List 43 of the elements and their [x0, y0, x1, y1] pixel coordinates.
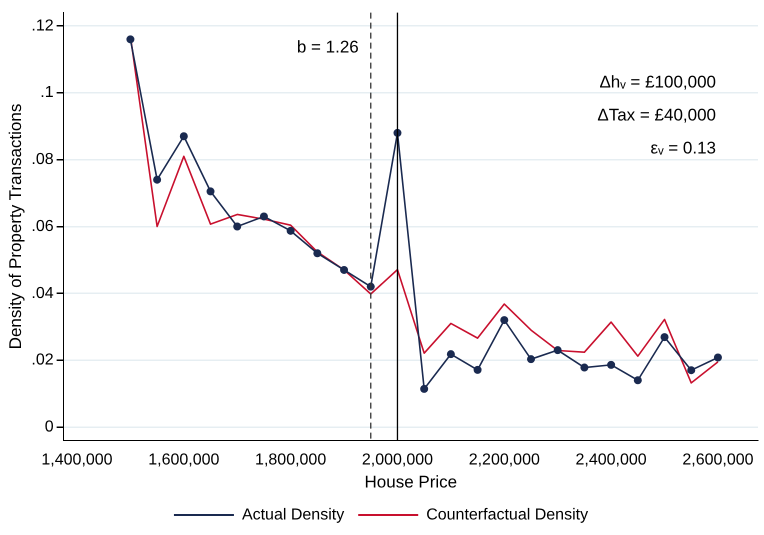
- y-tick-label: .08: [31, 151, 54, 168]
- point: [500, 316, 508, 324]
- x-tick-label: 2,000,000: [362, 451, 434, 468]
- x-tick-label: 1,600,000: [148, 451, 220, 468]
- point: [420, 384, 428, 393]
- x-tick-label: 2,400,000: [576, 451, 647, 468]
- point: [554, 346, 562, 354]
- point: [607, 360, 616, 369]
- point: [634, 376, 642, 384]
- annotation: εᵥ = 0.13: [650, 138, 716, 158]
- point: [286, 226, 295, 235]
- point: [714, 354, 722, 362]
- point: [126, 35, 134, 44]
- y-tick-label: 0: [44, 418, 54, 436]
- point: [340, 266, 348, 274]
- legend-label: Counterfactual Density: [426, 506, 588, 524]
- annotation: Δhᵥ = £100,000: [599, 72, 716, 92]
- y-tick-label: .12: [31, 17, 54, 34]
- point: [233, 222, 242, 230]
- point: [446, 350, 455, 358]
- y-axis-title: Density of Property Transactions: [6, 104, 25, 350]
- x-tick-label: 2,600,000: [682, 451, 754, 468]
- y-tick-label: .02: [31, 352, 54, 369]
- point: [313, 249, 322, 258]
- point: [260, 212, 268, 220]
- point: [660, 333, 669, 342]
- y-tick-label: .04: [31, 284, 54, 302]
- y-tick-label: .06: [31, 218, 54, 235]
- point: [206, 187, 215, 196]
- legend-label: Actual Density: [242, 506, 344, 524]
- point: [687, 366, 696, 374]
- point: [527, 355, 535, 364]
- point: [180, 132, 188, 140]
- point: [474, 366, 482, 374]
- x-tick-label: 1,400,000: [41, 451, 113, 468]
- annotation: ΔTax = £40,000: [597, 105, 716, 124]
- y-tick-label: .1: [40, 84, 54, 102]
- x-axis-title: House Price: [364, 472, 458, 492]
- point: [580, 364, 588, 372]
- annotation: b = 1.26: [296, 37, 359, 56]
- point: [153, 176, 162, 184]
- x-tick-label: 1,800,000: [255, 451, 326, 468]
- x-tick-label: 2,200,000: [468, 451, 540, 468]
